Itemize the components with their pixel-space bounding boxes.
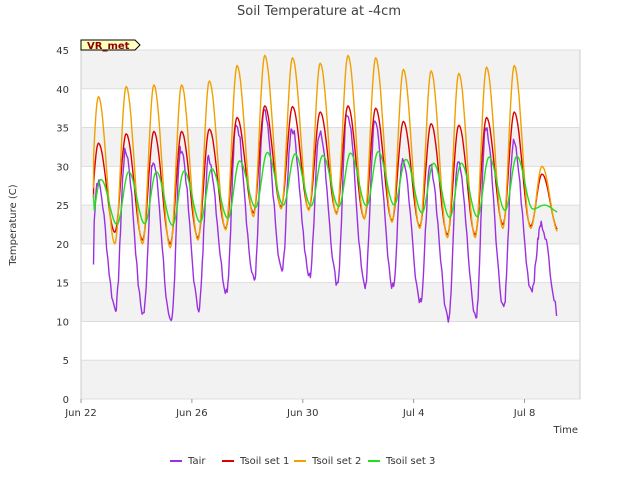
y-tick-label: 15 — [56, 279, 69, 290]
x-axis-label: Time — [553, 425, 578, 436]
series-line-tsoil-set-2 — [92, 54, 558, 249]
y-axis: 0 5 10 15 20 25 30 35 40 45 — [56, 46, 69, 406]
y-tick-label: 0 — [63, 395, 69, 406]
x-tick-label: Jun 26 — [175, 408, 208, 419]
site-tag: VR_met — [80, 39, 141, 52]
y-tick-label: 40 — [56, 85, 69, 96]
site-tag-box — [80, 39, 141, 51]
x-tick-label: Jun 30 — [286, 408, 319, 419]
x-tick-label: Jun 22 — [64, 408, 97, 419]
series-line-tair — [92, 108, 558, 323]
x-tick-label: Jul 4 — [402, 408, 425, 419]
band — [81, 360, 580, 399]
legend-label: Tsoil set 2 — [311, 456, 361, 467]
legend-label: Tsoil set 3 — [385, 456, 435, 467]
y-tick-label: 10 — [56, 317, 69, 328]
legend-label: Tsoil set 1 — [239, 456, 289, 467]
x-tick-label: Jul 8 — [513, 408, 536, 419]
legend-label: Tair — [187, 456, 206, 467]
y-tick-label: 25 — [56, 201, 69, 212]
band — [81, 50, 580, 89]
plot-bands — [81, 50, 580, 399]
series-layer — [92, 54, 558, 323]
y-tick-label: 20 — [56, 240, 69, 251]
series-line-tsoil-set-3 — [92, 150, 558, 226]
y-tick-label: 5 — [63, 356, 69, 367]
legend: Tair Tsoil set 1 Tsoil set 2 Tsoil set 3 — [170, 456, 435, 467]
band — [81, 282, 580, 322]
x-axis: Jun 22 Jun 26 Jun 30 Jul 4 Jul 8 — [64, 399, 535, 419]
y-axis-label: Temperature (C) — [8, 184, 19, 266]
y-tick-label: 35 — [56, 124, 69, 135]
chart-title: Soil Temperature at -4cm — [237, 4, 401, 19]
y-tick-label: 45 — [56, 46, 69, 57]
y-tick-label: 30 — [56, 162, 69, 173]
site-tag-label: VR_met — [87, 41, 130, 52]
